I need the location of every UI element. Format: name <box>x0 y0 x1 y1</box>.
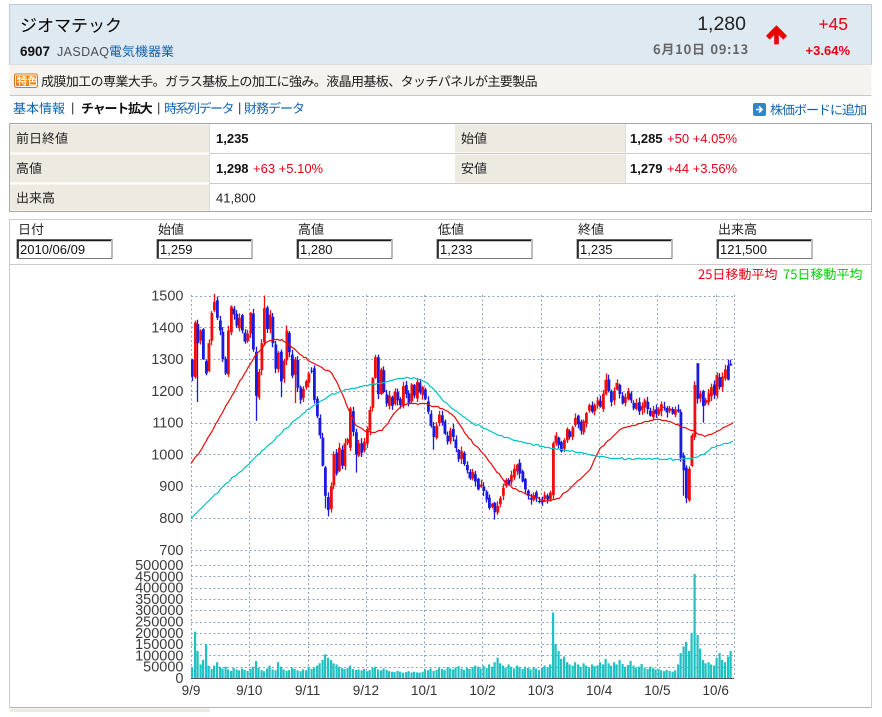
svg-text:300000: 300000 <box>135 603 183 619</box>
svg-text:|: | <box>238 100 241 115</box>
svg-text:1,279: 1,279 <box>630 161 663 176</box>
svg-text:+50 +4.05%: +50 +4.05% <box>667 131 738 146</box>
svg-text:121,500: 121,500 <box>720 242 767 257</box>
svg-text:10/2: 10/2 <box>469 683 495 698</box>
svg-text:200000: 200000 <box>135 626 183 642</box>
svg-text:9/10: 9/10 <box>236 683 262 698</box>
svg-text:10/3: 10/3 <box>528 683 554 698</box>
svg-text:1,233: 1,233 <box>440 242 473 257</box>
svg-text:|: | <box>71 100 74 115</box>
svg-text:250000: 250000 <box>135 615 183 631</box>
svg-text:1,259: 1,259 <box>160 242 193 257</box>
svg-text:1,235: 1,235 <box>580 242 613 257</box>
svg-text:400000: 400000 <box>135 581 183 597</box>
svg-text:1000: 1000 <box>151 447 183 463</box>
svg-text:41,800: 41,800 <box>216 191 256 206</box>
svg-text:1500: 1500 <box>151 289 183 305</box>
svg-text:10/4: 10/4 <box>586 683 613 698</box>
svg-text:900: 900 <box>159 479 183 495</box>
svg-text:500000: 500000 <box>135 558 183 574</box>
svg-text:1100: 1100 <box>152 416 183 432</box>
svg-text:1,285: 1,285 <box>630 131 663 146</box>
svg-text:150000: 150000 <box>135 637 183 653</box>
svg-text:800: 800 <box>159 511 183 527</box>
svg-text:0: 0 <box>175 671 183 687</box>
svg-text:+3.64%: +3.64% <box>806 43 851 58</box>
svg-text:6907: 6907 <box>20 44 50 59</box>
svg-text:+44 +3.56%: +44 +3.56% <box>667 161 738 176</box>
svg-text:350000: 350000 <box>135 592 183 608</box>
svg-text:1,280: 1,280 <box>300 242 333 257</box>
svg-text:700: 700 <box>159 543 183 559</box>
svg-text:|: | <box>157 100 160 115</box>
svg-text:10/1: 10/1 <box>411 683 437 698</box>
svg-text:10/6: 10/6 <box>703 683 729 698</box>
svg-text:9/9: 9/9 <box>182 683 201 698</box>
svg-text:9/11: 9/11 <box>295 683 320 698</box>
svg-text:1300: 1300 <box>151 352 183 368</box>
svg-text:1200: 1200 <box>151 384 183 400</box>
svg-text:+63 +5.10%: +63 +5.10% <box>253 161 324 176</box>
svg-text:1,280: 1,280 <box>697 13 746 35</box>
svg-text:JASDAQ: JASDAQ <box>57 45 109 59</box>
svg-text:9/12: 9/12 <box>353 683 379 698</box>
svg-text:1,298: 1,298 <box>216 161 249 176</box>
svg-text:10/5: 10/5 <box>644 683 670 698</box>
svg-text:2010/06/09: 2010/06/09 <box>20 242 85 257</box>
svg-text:100000: 100000 <box>135 648 183 664</box>
svg-text:+45: +45 <box>818 14 848 34</box>
svg-text:1400: 1400 <box>151 320 183 336</box>
svg-text:450000: 450000 <box>135 569 183 585</box>
svg-text:1,235: 1,235 <box>216 131 249 146</box>
svg-text:50000: 50000 <box>143 660 183 676</box>
